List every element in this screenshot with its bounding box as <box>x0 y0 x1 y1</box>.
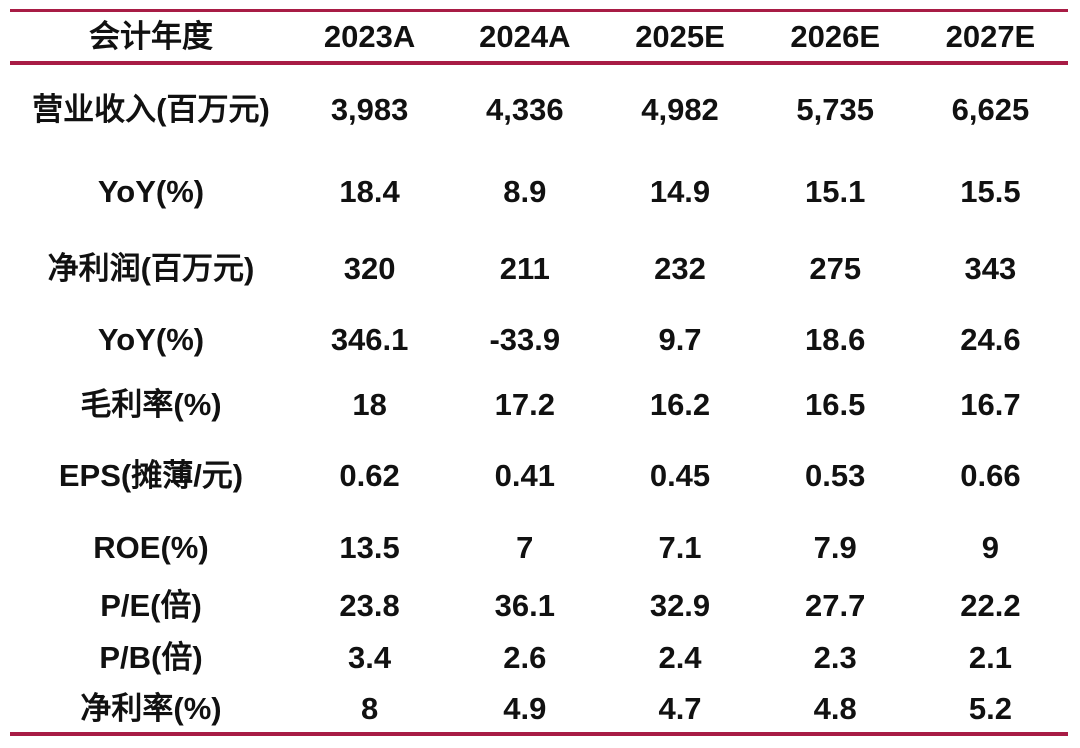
cell-value: 18 <box>352 386 387 422</box>
row-label: 营业收入(百万元) <box>32 91 270 127</box>
cell-value: 16.5 <box>805 386 866 422</box>
cell-value: 0.53 <box>805 458 866 493</box>
cell-value: 2.4 <box>658 640 702 675</box>
row-label: 毛利率(%) <box>80 386 222 422</box>
cell-value: 4.8 <box>813 690 857 726</box>
row-label: EPS(摊薄/元) <box>58 458 244 493</box>
table-row-revenue-yoy: YoY(%) 18.4 8.9 14.9 15.1 15.5 <box>10 153 1068 229</box>
table-row-pb: P/B(倍) 3.4 2.6 2.4 2.3 2.1 <box>10 631 1068 684</box>
cell-value: 2.1 <box>968 640 1012 675</box>
row-label: P/B(倍) <box>99 640 203 675</box>
cell-value: 3,983 <box>330 91 409 127</box>
cell-value: 8.9 <box>503 173 547 209</box>
row-label: 净利润(百万元) <box>47 250 255 286</box>
cell-value: 2.6 <box>503 640 547 675</box>
cell-value: 32.9 <box>649 587 711 623</box>
table-row-gross-margin: 毛利率(%) 18 17.2 16.2 16.5 16.7 <box>10 372 1068 436</box>
cell-value: 9 <box>981 529 1000 565</box>
table-row-net-margin: 净利率(%) 8 4.9 4.7 4.8 5.2 <box>10 684 1068 732</box>
cell-value: 7.9 <box>813 529 857 565</box>
cell-value: 343 <box>964 250 1017 286</box>
cell-value: 0.41 <box>494 458 555 493</box>
cell-value: 0.45 <box>649 458 711 493</box>
cell-value: 14.9 <box>649 173 711 209</box>
cell-value: 23.8 <box>339 587 400 623</box>
cell-value: 2.3 <box>813 640 857 675</box>
financial-summary-table: 会计年度 2023A 2024A 2025E 2026E 2027E 营业收入(… <box>10 9 1068 736</box>
cell-value: 5,735 <box>796 91 874 127</box>
header-col-2023A: 2023A <box>323 19 416 54</box>
row-label: YoY(%) <box>97 322 205 357</box>
table-row-revenue: 营业收入(百万元) 3,983 4,336 4,982 5,735 6,625 <box>10 65 1068 153</box>
table-row-eps: EPS(摊薄/元) 0.62 0.41 0.45 0.53 0.66 <box>10 436 1068 515</box>
cell-value: 3.4 <box>348 640 392 675</box>
cell-value: 16.7 <box>960 386 1021 422</box>
cell-value: 4,336 <box>486 91 564 127</box>
cell-value: -33.9 <box>489 322 561 357</box>
header-col-2024A: 2024A <box>479 19 571 54</box>
header-col-2025E: 2025E <box>635 19 725 54</box>
cell-value: 211 <box>499 250 550 286</box>
cell-value: 6,625 <box>951 91 1030 127</box>
row-label: 净利率(%) <box>80 690 222 726</box>
cell-value: 27.7 <box>805 587 866 623</box>
cell-value: 15.5 <box>960 173 1021 209</box>
cell-value: 8 <box>360 690 379 726</box>
table-header-row: 会计年度 2023A 2024A 2025E 2026E 2027E <box>10 12 1068 61</box>
cell-value: 0.66 <box>960 458 1021 493</box>
row-label: P/E(倍) <box>100 587 202 623</box>
table-row-roe: ROE(%) 13.5 7 7.1 7.9 9 <box>10 515 1068 579</box>
cell-value: 7.1 <box>658 529 702 565</box>
header-col-2026E: 2026E <box>790 19 881 54</box>
cell-value: 275 <box>809 250 862 286</box>
header-divider-rule <box>10 61 1068 65</box>
row-label: YoY(%) <box>97 173 205 209</box>
cell-value: 232 <box>654 250 706 286</box>
cell-value: 18.4 <box>339 173 400 209</box>
top-rule <box>10 9 1068 12</box>
header-fiscal-year-label: 会计年度 <box>89 19 213 54</box>
cell-value: 7 <box>516 529 534 565</box>
cell-value: 15.1 <box>805 173 866 209</box>
cell-value: 4.9 <box>503 690 547 726</box>
cell-value: 24.6 <box>960 322 1021 357</box>
cell-value: 17.2 <box>494 386 555 422</box>
cell-value: 4.7 <box>658 690 702 726</box>
cell-value: 0.62 <box>339 458 400 493</box>
cell-value: 13.5 <box>339 529 400 565</box>
bottom-rule <box>10 732 1068 736</box>
cell-value: 346.1 <box>330 322 409 357</box>
table-row-pe: P/E(倍) 23.8 36.1 32.9 27.7 22.2 <box>10 579 1068 631</box>
cell-value: 320 <box>343 250 396 286</box>
cell-value: 18.6 <box>805 322 866 357</box>
cell-value: 36.1 <box>494 587 555 623</box>
cell-value: 9.7 <box>658 322 702 357</box>
cell-value: 22.2 <box>960 587 1021 623</box>
cell-value: 5.2 <box>968 690 1012 726</box>
cell-value: 4,982 <box>641 91 719 127</box>
header-col-2027E: 2027E <box>945 19 1036 54</box>
row-label: ROE(%) <box>93 529 209 565</box>
table-row-net-profit: 净利润(百万元) 320 211 232 275 343 <box>10 229 1068 307</box>
cell-value: 16.2 <box>649 386 711 422</box>
table-row-net-profit-yoy: YoY(%) 346.1 -33.9 9.7 18.6 24.6 <box>10 307 1068 372</box>
